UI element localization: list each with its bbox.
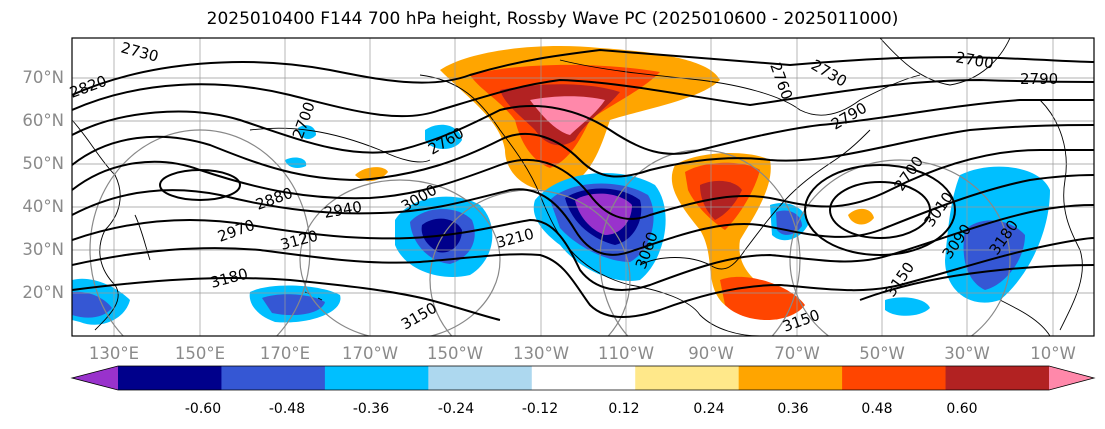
coastline-north-america	[419, 74, 761, 336]
lat-label: 70°N	[22, 68, 64, 87]
map-frame	[71, 37, 1095, 337]
colorbar-arrow-min	[72, 366, 118, 390]
lon-label: 130°E	[88, 344, 140, 363]
contour-line	[72, 149, 1094, 220]
contour-low-atlantic	[804, 164, 956, 256]
negative-anomaly-swus-inner	[575, 193, 632, 235]
coastline-us-east	[744, 129, 871, 251]
lon-label: 170°W	[341, 344, 399, 363]
colorbar-tick-label: -0.12	[521, 401, 559, 417]
contour-low-atlantic-inner	[829, 181, 931, 239]
colorbar-tick-label: -0.60	[184, 401, 222, 417]
height-contours	[72, 48, 1094, 321]
colorbar-outline	[70, 365, 1096, 391]
lat-label: 60°N	[22, 111, 64, 130]
negative-anomaly-small5-mid	[72, 291, 112, 318]
colorbar-tick-label: 0.60	[946, 401, 978, 417]
contour-line	[72, 237, 1094, 318]
contour-line	[72, 48, 1094, 96]
coastline-greenland	[879, 38, 1011, 86]
colorbar-swatch	[945, 366, 1050, 390]
colorbar-swatch	[738, 366, 843, 390]
colorbar-tick-label: -0.36	[352, 401, 390, 417]
lon-label: 50°W	[859, 344, 905, 363]
lat-label: 40°N	[22, 197, 64, 216]
positive-anomaly-small2	[848, 208, 874, 225]
lat-label: 30°N	[22, 240, 64, 259]
contour-line	[72, 174, 1094, 256]
lon-label: 150°E	[174, 344, 226, 363]
colorbar-swatch	[221, 366, 326, 390]
colorbar-tick-label: 0.12	[608, 401, 640, 417]
colorbar-swatch	[118, 366, 222, 390]
lon-label: 90°W	[688, 344, 734, 363]
contour-line	[859, 264, 1094, 301]
colorbar-tick-label: -0.24	[437, 401, 475, 417]
lon-label: 130°W	[512, 344, 570, 363]
colorbar	[70, 365, 1096, 391]
colorbar-tick-label: -0.48	[268, 401, 306, 417]
negative-anomaly-small2	[298, 125, 316, 140]
coastline-europe	[1039, 99, 1083, 331]
coastline-africa	[999, 299, 1051, 336]
negative-anomaly-small4-mid	[262, 294, 325, 316]
colorbar-swatch	[324, 366, 429, 390]
colorbar-swatch	[635, 366, 740, 390]
lon-label: 110°W	[597, 344, 655, 363]
colorbar-swatch	[842, 366, 947, 390]
lon-label: 70°W	[774, 344, 820, 363]
colorbar-tick-label: 0.48	[861, 401, 893, 417]
coastline-canada-arctic	[559, 59, 921, 116]
lat-label: 20°N	[22, 283, 64, 302]
positive-anomaly-alaska-core3	[530, 96, 605, 135]
lon-label: 10°W	[1030, 344, 1076, 363]
contour-line	[72, 124, 1094, 182]
negative-anomaly-small3	[285, 157, 307, 168]
contour-label: 2790	[1020, 70, 1058, 88]
colorbar-arrow-max	[1049, 366, 1094, 390]
colorbar-tick-label: 0.24	[693, 401, 725, 417]
contour-low-pacific	[159, 169, 241, 201]
contour-line	[72, 98, 1094, 155]
lon-label: 150°W	[426, 344, 484, 363]
coastline-japan	[134, 214, 151, 261]
contour-line	[72, 78, 1094, 118]
coastline-aleutians	[249, 127, 431, 163]
negative-anomaly-small6	[885, 297, 930, 316]
colorbar-swatch	[428, 366, 533, 390]
lon-label: 170°E	[259, 344, 311, 363]
chart-title: 2025010400 F144 700 hPa height, Rossby W…	[206, 9, 899, 29]
lon-label: 30°W	[944, 344, 990, 363]
colorbar-swatch	[531, 366, 636, 390]
contour-line	[72, 277, 501, 321]
colorbar-tick-label: 0.36	[777, 401, 809, 417]
lat-label: 50°N	[22, 154, 64, 173]
positive-anomaly-us-inner	[700, 180, 742, 220]
